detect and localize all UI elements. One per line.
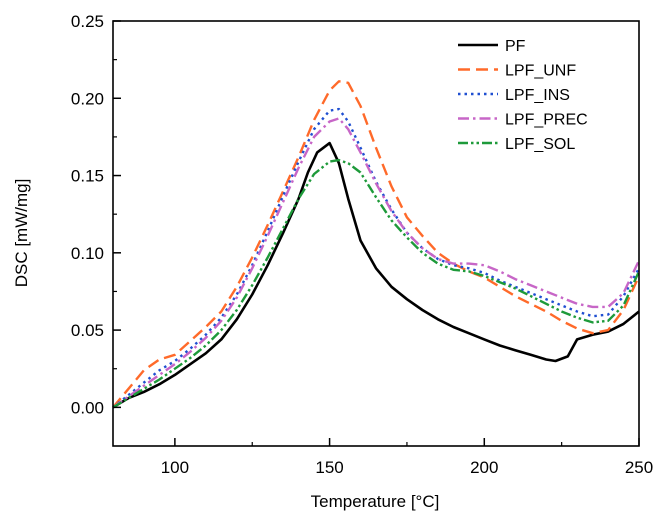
x-tick-label: 150 [315, 458, 343, 477]
legend-label: LPF_INS [505, 87, 570, 104]
plot-frame [112, 20, 640, 447]
x-tick-label: 100 [161, 458, 189, 477]
y-tick-label: 0.25 [71, 12, 104, 31]
legend-label: LPF_PREC [505, 112, 588, 129]
y-tick-label: 0.00 [71, 398, 104, 417]
y-tick-label: 0.10 [71, 244, 104, 263]
y-tick-label: 0.05 [71, 321, 104, 340]
legend-label: LPF_UNF [505, 63, 576, 80]
series-line-lpf-prec [112, 117, 641, 409]
x-axis-title: Temperature [°C] [311, 492, 440, 511]
x-tick-label: 250 [625, 458, 653, 477]
series-line-lpf-sol [112, 158, 641, 409]
legend-label: LPF_SOL [505, 136, 575, 153]
x-tick-label: 200 [470, 458, 498, 477]
y-tick-label: 0.15 [71, 167, 104, 186]
series-line-pf [112, 141, 640, 409]
legend: PF LPF_UNF LPF_INS LPF_PREC LPF_SOL [458, 38, 588, 153]
axes: 100 150 200 250 0.00 0.05 0.10 0.15 0.20 0.25 [71, 12, 653, 477]
legend-label: PF [505, 38, 526, 55]
plot-lines [112, 80, 641, 409]
y-tick-label: 0.20 [71, 89, 104, 108]
y-axis-title: DSC [mW/mg] [12, 179, 31, 288]
